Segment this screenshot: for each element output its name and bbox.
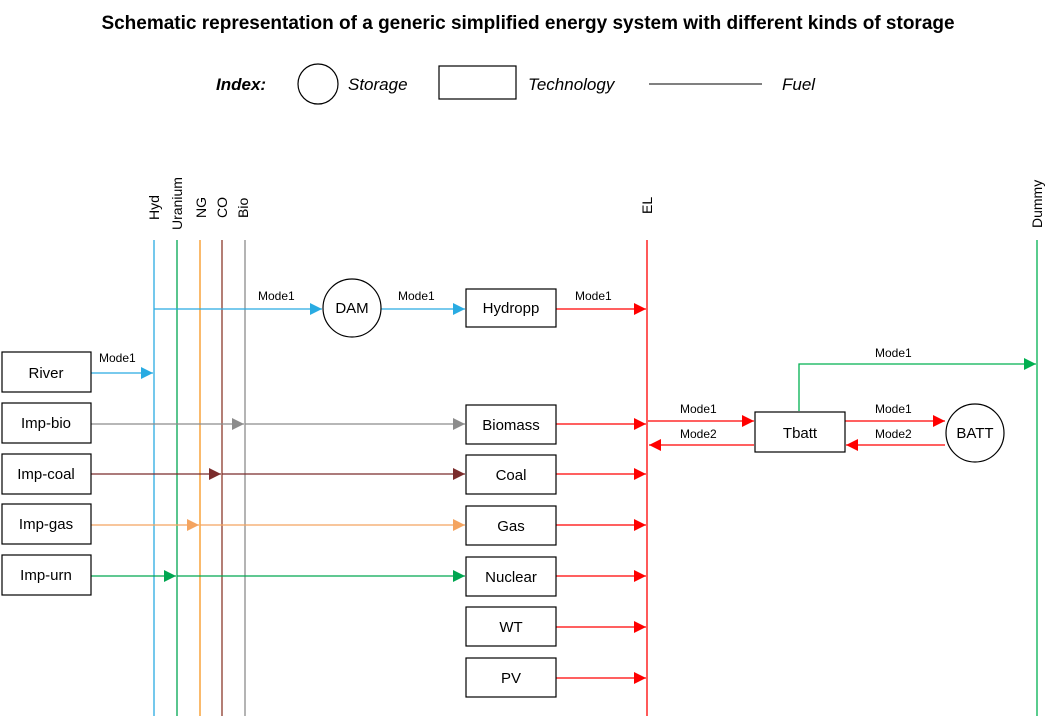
tech-biomass-label: Biomass [482, 417, 540, 434]
tech-imp-coal-label: Imp-coal [17, 466, 75, 483]
tech-imp-gas: Imp-gas [1, 503, 92, 545]
tech-pv-label: PV [501, 670, 521, 687]
legend-heading: Index: [216, 75, 266, 94]
legend: Index: Storage Technology Fuel [216, 63, 816, 105]
tech-coal: Coal [465, 454, 557, 495]
tech-imp-bio: Imp-bio [1, 402, 92, 444]
mode-label-river-hyd: Mode1 [99, 351, 136, 365]
legend-storage-label: Storage [348, 75, 408, 94]
fuel-label-bio: Bio [235, 198, 251, 218]
tech-river-label: River [28, 365, 63, 382]
tech-tbatt: Tbatt [754, 411, 846, 453]
fuel-label-el: EL [639, 197, 655, 214]
tech-coal-label: Coal [496, 467, 527, 484]
tech-wt-label: WT [499, 619, 522, 636]
tech-pv: PV [465, 657, 557, 698]
fuel-label-hyd: Hyd [146, 195, 162, 220]
mode-label-hydropp-el: Mode1 [575, 289, 612, 303]
storage-batt: BATT [945, 403, 1005, 463]
legend-fuel-label: Fuel [782, 75, 816, 94]
mode-label-dam-hydropp: Mode1 [398, 289, 435, 303]
tech-imp-bio-label: Imp-bio [21, 415, 71, 432]
mode-label-hyd-dam: Mode1 [258, 289, 295, 303]
flow-tbatt-to-dummy [798, 358, 1036, 411]
fuel-label-ng: NG [193, 197, 209, 218]
storage-dam-label: DAM [335, 300, 368, 317]
tech-imp-urn-label: Imp-urn [20, 567, 72, 584]
storage-batt-label: BATT [956, 425, 993, 442]
legend-technology-label: Technology [528, 75, 616, 94]
fuel-label-dummy: Dummy [1029, 180, 1045, 228]
fuel-label-uranium: Uranium [169, 177, 185, 230]
tech-imp-coal: Imp-coal [1, 453, 92, 495]
tech-hydropp-label: Hydropp [483, 300, 540, 317]
tech-tbatt-label: Tbatt [783, 425, 818, 442]
diagram-title: Schematic representation of a generic si… [101, 13, 954, 34]
mode-label-tbatt-dummy: Mode1 [875, 346, 912, 360]
tech-nuclear-label: Nuclear [485, 569, 537, 586]
tech-gas: Gas [465, 505, 557, 546]
tech-gas-label: Gas [497, 518, 525, 535]
tech-wt: WT [465, 606, 557, 647]
legend-technology-symbol [438, 65, 517, 100]
storage-dam: DAM [322, 278, 382, 338]
fuel-label-co: CO [214, 197, 230, 218]
tech-river: River [1, 351, 92, 393]
legend-storage-symbol [297, 63, 339, 105]
tech-nuclear: Nuclear [465, 556, 557, 597]
mode-label-tbatt-batt: Mode1 [875, 402, 912, 416]
tech-imp-urn: Imp-urn [1, 554, 92, 596]
mode-label-el-tbatt: Mode1 [680, 402, 717, 416]
tech-hydropp: Hydropp [465, 288, 557, 328]
mode-label-tbatt-el: Mode2 [680, 427, 717, 441]
tech-biomass: Biomass [465, 404, 557, 445]
mode-label-batt-tbatt: Mode2 [875, 427, 912, 441]
tech-imp-gas-label: Imp-gas [19, 516, 73, 533]
